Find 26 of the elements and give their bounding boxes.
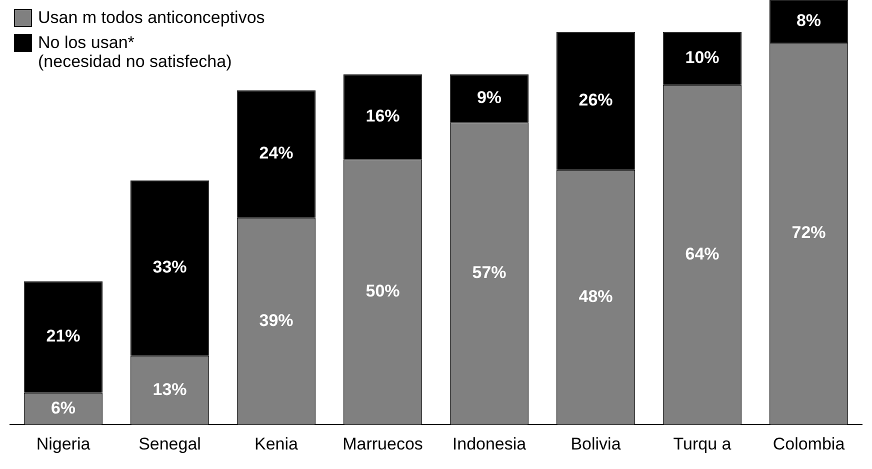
- data-label: 39%: [259, 310, 294, 330]
- x-tick-label: Bolivia: [570, 434, 622, 454]
- legend-label: Usan m todos anticonceptivos: [38, 8, 265, 27]
- x-tick-label: Kenia: [254, 434, 299, 454]
- x-tick-label: Marruecos: [342, 434, 423, 454]
- data-label: 16%: [366, 106, 400, 126]
- data-label: 72%: [792, 223, 826, 242]
- data-label: 26%: [578, 90, 613, 110]
- data-label: 6%: [50, 398, 76, 418]
- data-label: 50%: [366, 282, 400, 301]
- data-label: 48%: [578, 286, 613, 306]
- x-tick-label: Indonesia: [452, 434, 527, 454]
- legend-label: No los usan* (necesidad no satisfecha): [38, 33, 232, 71]
- data-label: 64%: [685, 244, 720, 264]
- data-label: 13%: [152, 380, 187, 399]
- data-label: 9%: [476, 88, 502, 107]
- x-tick-label: Senegal: [138, 434, 201, 454]
- data-label: 21%: [46, 326, 80, 346]
- data-label: 8%: [796, 10, 822, 30]
- data-label: 10%: [685, 48, 720, 68]
- data-label: 24%: [259, 144, 294, 163]
- data-label: 33%: [152, 258, 187, 277]
- x-tick-label: Nigeria: [36, 434, 91, 454]
- x-tick-label: Colombia: [772, 434, 846, 454]
- data-label: 57%: [472, 263, 506, 282]
- x-tick-label: Turqu a: [673, 434, 732, 454]
